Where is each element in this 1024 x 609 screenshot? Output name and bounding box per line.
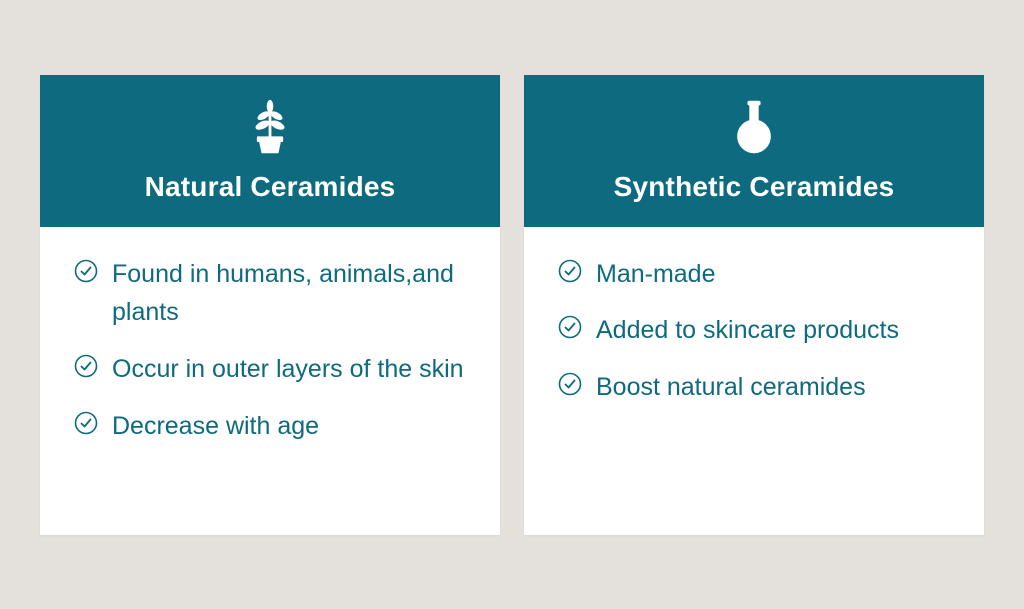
card-title: Synthetic Ceramides	[614, 171, 895, 203]
flask-icon	[724, 97, 784, 157]
list-item: Found in humans, animals,and plants	[74, 255, 466, 333]
card-body: Found in humans, animals,and plants Occu…	[40, 227, 500, 535]
check-icon	[558, 372, 582, 396]
card-synthetic: Synthetic Ceramides Man-made Added to sk…	[524, 75, 984, 535]
item-text: Occur in outer layers of the skin	[112, 350, 464, 389]
list-item: Occur in outer layers of the skin	[74, 350, 466, 389]
list-item: Boost natural ceramides	[558, 368, 950, 407]
check-icon	[74, 411, 98, 435]
item-text: Added to skincare products	[596, 311, 899, 350]
check-icon	[74, 259, 98, 283]
card-body: Man-made Added to skincare products Boos…	[524, 227, 984, 535]
check-icon	[74, 354, 98, 378]
list-item: Man-made	[558, 255, 950, 294]
check-icon	[558, 259, 582, 283]
card-title: Natural Ceramides	[145, 171, 396, 203]
plant-icon	[240, 97, 300, 157]
card-natural: Natural Ceramides Found in humans, anima…	[40, 75, 500, 535]
card-header: Natural Ceramides	[40, 75, 500, 227]
list-item: Added to skincare products	[558, 311, 950, 350]
item-text: Decrease with age	[112, 407, 319, 446]
card-header: Synthetic Ceramides	[524, 75, 984, 227]
list-item: Decrease with age	[74, 407, 466, 446]
item-text: Found in humans, animals,and plants	[112, 255, 466, 333]
check-icon	[558, 315, 582, 339]
item-text: Boost natural ceramides	[596, 368, 866, 407]
item-text: Man-made	[596, 255, 716, 294]
